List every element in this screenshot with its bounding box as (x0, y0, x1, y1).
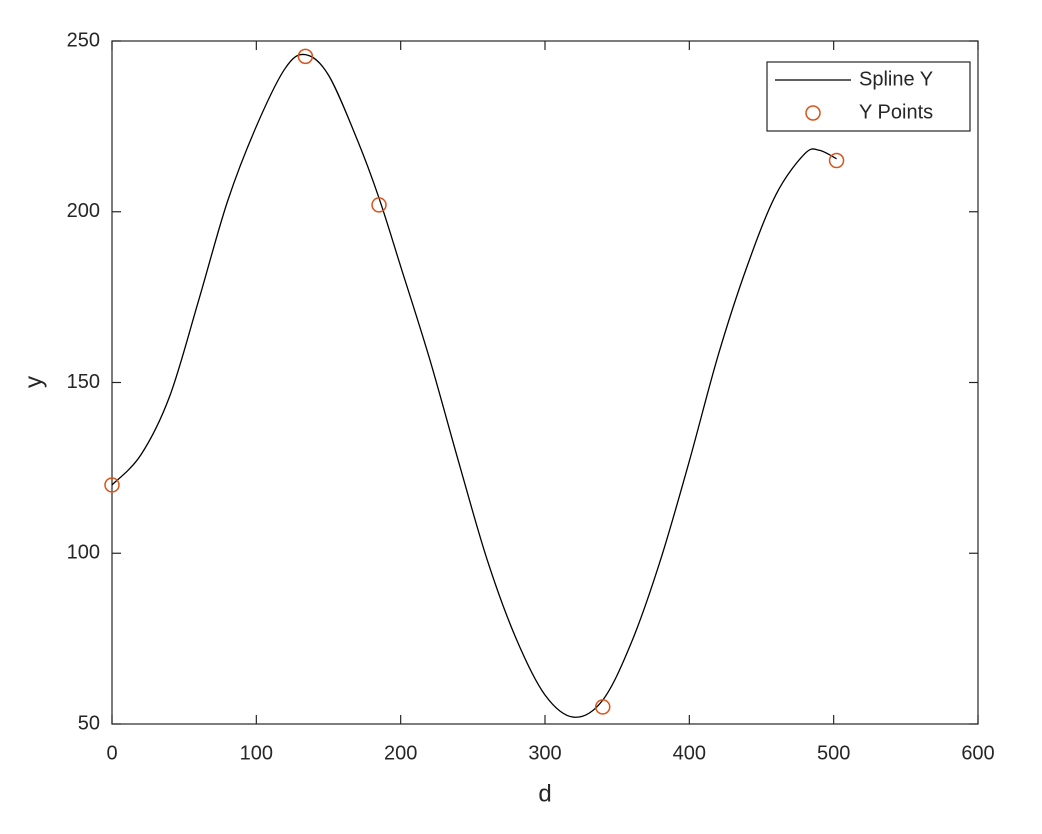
point (297, 48, 314, 65)
legend-marker (805, 105, 821, 121)
legend-label: Y Points (859, 101, 933, 123)
spline-line (111, 53, 837, 718)
plot-area (111, 40, 979, 725)
y-tick-label: 100 (67, 542, 100, 564)
legend-box (766, 61, 971, 132)
y-axis-label: y (20, 376, 47, 388)
x-tick-label: 300 (528, 742, 561, 764)
x-tick-label: 0 (106, 742, 117, 764)
y-tick-label: 150 (67, 371, 100, 393)
point (371, 197, 387, 213)
x-axis-label: d (538, 780, 551, 807)
y-tick-label: 50 (78, 712, 100, 734)
x-tick-label: 100 (240, 742, 273, 764)
y-tick-label: 200 (67, 200, 100, 222)
x-tick-label: 400 (673, 742, 706, 764)
legend-label: Spline Y (859, 68, 933, 90)
y-tick-label: 250 (67, 29, 100, 51)
x-tick-label: 600 (961, 742, 994, 764)
point (104, 477, 120, 493)
point (594, 699, 611, 715)
x-tick-label: 200 (384, 742, 417, 764)
point (828, 152, 845, 169)
x-tick-label: 500 (817, 742, 850, 764)
